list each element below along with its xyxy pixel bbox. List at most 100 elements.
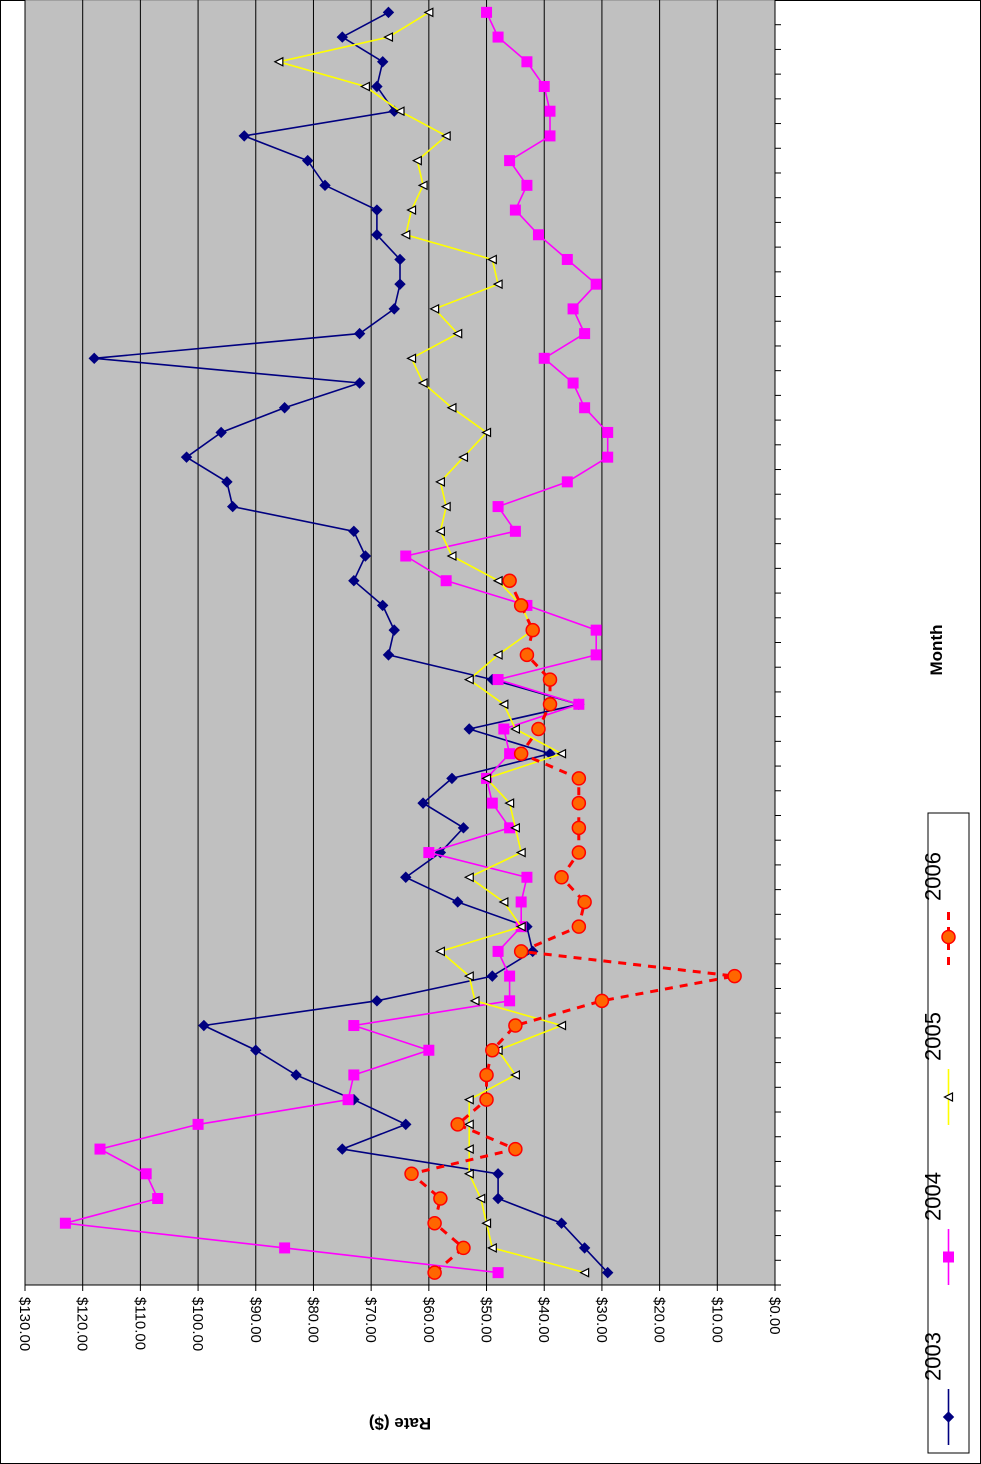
- data-point: [499, 724, 509, 734]
- data-point: [545, 106, 555, 116]
- data-point: [60, 1218, 70, 1228]
- data-point: [480, 1093, 493, 1106]
- data-point: [480, 1068, 493, 1081]
- data-point: [539, 81, 549, 91]
- data-point: [509, 1143, 522, 1156]
- data-point: [505, 971, 515, 981]
- data-point: [401, 551, 411, 561]
- data-point: [516, 897, 526, 907]
- data-point: [493, 946, 503, 956]
- data-point: [522, 872, 532, 882]
- data-point: [493, 32, 503, 42]
- data-point: [95, 1144, 105, 1154]
- data-point: [510, 205, 520, 215]
- data-point: [572, 797, 585, 810]
- data-point: [591, 650, 601, 660]
- data-point: [562, 477, 572, 487]
- data-point: [515, 945, 528, 958]
- data-point: [510, 526, 520, 536]
- y-tick-label: $0.00: [766, 1297, 783, 1335]
- data-point: [493, 502, 503, 512]
- y-tick-label: $10.00: [708, 1297, 725, 1343]
- legend-label: 2004: [921, 1172, 946, 1221]
- y-tick-label: $70.00: [362, 1297, 379, 1343]
- y-tick-label: $30.00: [593, 1297, 610, 1343]
- y-tick-label: $20.00: [651, 1297, 668, 1343]
- data-point: [424, 848, 434, 858]
- data-point: [428, 1266, 441, 1279]
- data-point: [405, 1167, 418, 1180]
- data-point: [572, 846, 585, 859]
- data-point: [572, 772, 585, 785]
- data-point: [493, 675, 503, 685]
- legend-label: 2005: [921, 1012, 946, 1061]
- data-point: [349, 1021, 359, 1031]
- legend-label: 2006: [921, 852, 946, 901]
- legend: 2003 2004 2005 2006: [921, 813, 970, 1453]
- data-point: [568, 304, 578, 314]
- data-point: [580, 403, 590, 413]
- legend-label: 2003: [921, 1332, 946, 1381]
- data-point: [595, 994, 608, 1007]
- y-axis-title: Rate ($): [369, 1414, 431, 1433]
- data-point: [428, 1217, 441, 1230]
- y-tick-label: $120.00: [74, 1297, 91, 1351]
- data-point: [574, 699, 584, 709]
- data-point: [526, 624, 539, 637]
- y-tick-label: $100.00: [189, 1297, 206, 1351]
- x-axis-title: Month: [927, 625, 946, 676]
- plot-area: [25, 0, 775, 1285]
- data-point: [591, 625, 601, 635]
- y-tick-label: $80.00: [304, 1297, 321, 1343]
- data-point: [434, 1192, 447, 1205]
- data-point: [343, 1095, 353, 1105]
- data-point: [486, 1044, 499, 1057]
- data-point: [544, 698, 557, 711]
- data-point: [603, 452, 613, 462]
- y-tick-label: $40.00: [535, 1297, 552, 1343]
- legend-marker: [944, 1252, 954, 1262]
- data-point: [539, 353, 549, 363]
- data-point: [532, 722, 545, 735]
- data-point: [482, 7, 492, 17]
- plot-background: [25, 0, 775, 1285]
- data-point: [728, 970, 741, 983]
- data-point: [568, 378, 578, 388]
- y-tick-label: $110.00: [131, 1297, 148, 1350]
- data-point: [555, 871, 568, 884]
- data-point: [153, 1194, 163, 1204]
- data-point: [603, 427, 613, 437]
- data-point: [580, 329, 590, 339]
- data-point: [533, 230, 543, 240]
- data-point: [487, 798, 497, 808]
- data-point: [515, 747, 528, 760]
- data-point: [441, 576, 451, 586]
- data-point: [424, 1045, 434, 1055]
- data-point: [515, 599, 528, 612]
- data-point: [493, 1268, 503, 1278]
- data-point: [562, 254, 572, 264]
- data-point: [451, 1118, 464, 1131]
- data-point: [505, 996, 515, 1006]
- y-tick-label: $90.00: [247, 1297, 264, 1343]
- data-point: [522, 57, 532, 67]
- data-point: [520, 648, 533, 661]
- data-point: [591, 279, 601, 289]
- data-point: [280, 1243, 290, 1253]
- data-point: [503, 574, 516, 587]
- data-point: [572, 821, 585, 834]
- y-tick-label: $50.00: [478, 1297, 495, 1343]
- data-point: [349, 1070, 359, 1080]
- data-point: [572, 920, 585, 933]
- data-point: [505, 749, 515, 759]
- data-point: [544, 673, 557, 686]
- data-point: [522, 180, 532, 190]
- y-tick-label: $130.00: [16, 1297, 33, 1351]
- legend-marker: [942, 931, 955, 944]
- data-point: [578, 895, 591, 908]
- y-tick-label: $60.00: [420, 1297, 437, 1343]
- data-point: [457, 1241, 470, 1254]
- data-point: [545, 131, 555, 141]
